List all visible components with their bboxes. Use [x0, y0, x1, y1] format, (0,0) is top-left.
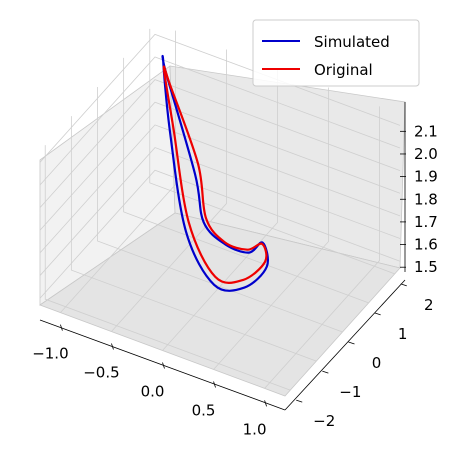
y-tick-label: 2 [424, 296, 434, 314]
z-tick-label: 1.8 [414, 190, 438, 208]
y-tick-label: 0 [372, 354, 382, 372]
y-grid-line [123, 57, 369, 304]
z-grid-line [39, 33, 401, 163]
x-grid-line [264, 106, 380, 389]
y-grid-line [70, 116, 317, 362]
axis-lines [39, 102, 406, 411]
x-axis-line [39, 319, 286, 411]
z-tick-label: 2.0 [414, 145, 438, 163]
y-grid-line [149, 28, 395, 275]
grid-lines [39, 28, 401, 391]
y-tick-label: 1 [398, 325, 408, 343]
z-grid-line [39, 101, 401, 231]
z-grid-line [39, 124, 401, 254]
x-tick-label: −1.0 [32, 345, 68, 363]
x-tick-mark [162, 362, 165, 369]
floor-pane [39, 212, 401, 397]
y-tick-mark [348, 341, 355, 345]
x-tick-mark [60, 324, 63, 331]
z-grid-line [39, 79, 401, 208]
x-grid-line [111, 49, 227, 332]
z-tick-label: 1.9 [414, 168, 438, 186]
z-tick-label: 2.1 [414, 122, 438, 140]
x-tick-mark [264, 400, 267, 407]
y-axis-line [284, 279, 406, 411]
x-grid-line [162, 68, 278, 351]
legend-label-simulated: Simulated [314, 33, 390, 51]
y-tick-mark [400, 283, 407, 287]
x-tick-label: 0.5 [192, 401, 216, 419]
z-tick-label: 1.7 [414, 213, 438, 231]
z-tick-label: 1.5 [414, 258, 438, 276]
series-line-original [162, 65, 268, 284]
y-tick-label: −1 [339, 383, 361, 401]
z-grid-line [39, 147, 401, 276]
legend: Simulated Original [252, 19, 420, 87]
x-tick-label: −0.5 [83, 364, 119, 382]
x-tick-label: 0.0 [141, 383, 165, 401]
y-grid-line [97, 87, 343, 333]
y-grid-line [44, 145, 291, 391]
y-tick-mark [374, 312, 381, 316]
x-grid-line [60, 30, 176, 313]
x-tick-mark [111, 343, 114, 350]
tick-marks: −1.0 −0.5 0.0 0.5 1.0 −2−1 012 1.5 1.6 1.7 1.8 1.9 2… [32, 122, 438, 438]
z-grid-line [39, 169, 401, 299]
x-grid-line [213, 87, 329, 370]
z-tick-label: 1.6 [414, 236, 438, 254]
axes-panes [39, 65, 406, 397]
series-line-simulated [161, 54, 269, 292]
y-tick-mark [296, 399, 303, 403]
z-grid-line [39, 56, 401, 186]
x-tick-mark [213, 381, 216, 388]
y-tick-label: −2 [313, 412, 335, 430]
legend-label-original: Original [314, 61, 373, 79]
x-tick-label: 1.0 [243, 420, 267, 438]
series-lines [161, 54, 269, 292]
y-tick-mark [322, 370, 329, 374]
